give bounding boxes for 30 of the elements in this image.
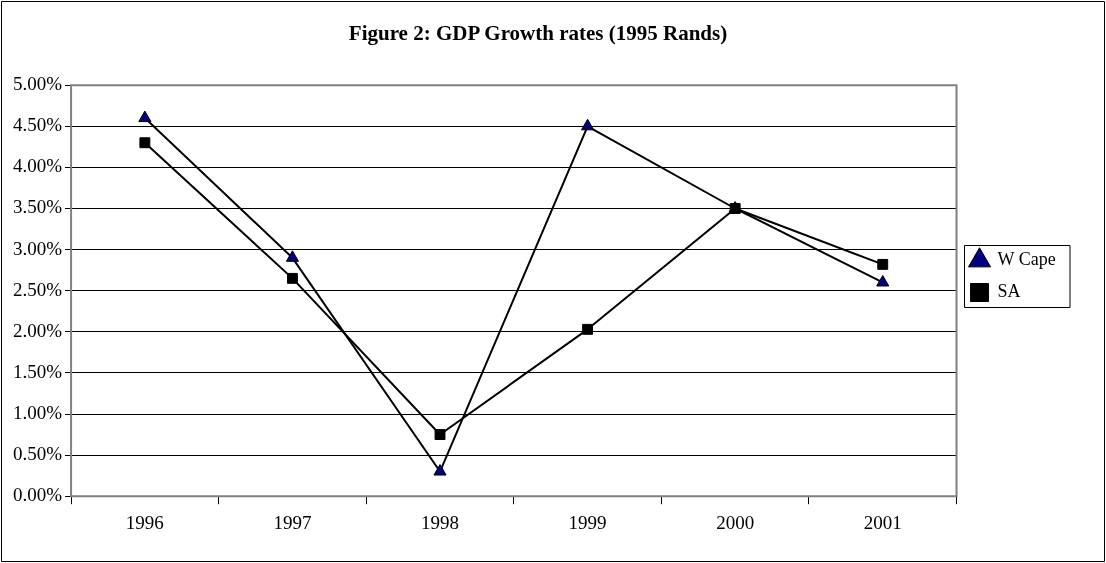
y-tick-label: 4.00% [13, 155, 63, 177]
legend-label: W Cape [997, 249, 1056, 270]
x-tick-label: 1998 [421, 511, 460, 533]
x-tick-label: 2001 [863, 511, 902, 533]
x-tick-label: 1999 [568, 511, 607, 533]
x-tick-label: 1997 [273, 511, 312, 533]
point [877, 258, 889, 270]
chart-title: Figure 2: GDP Growth rates (1995 Rands) [348, 21, 728, 46]
y-tick-label: 2.50% [13, 278, 63, 300]
y-tick-label: 1.00% [13, 401, 63, 423]
y-tick-label: 0.00% [13, 484, 63, 506]
legend-label: SA [997, 281, 1021, 302]
point [285, 250, 299, 262]
point [433, 464, 447, 476]
x-tick-label: 1996 [125, 511, 164, 533]
y-tick-label: 2.00% [13, 319, 63, 341]
point [139, 137, 151, 149]
y-tick-label: 3.00% [13, 237, 63, 259]
y-tick-label: 4.50% [13, 114, 63, 136]
y-tick-label: 3.50% [13, 196, 63, 218]
y-tick-label: 0.50% [13, 443, 63, 465]
y-tick-label: 1.50% [13, 360, 63, 382]
point [876, 274, 890, 287]
point [138, 110, 152, 123]
point [581, 118, 595, 131]
x-tick-label: 2000 [716, 511, 755, 533]
point [582, 323, 594, 335]
point [286, 272, 298, 284]
point [434, 429, 446, 440]
y-tick-label: 5.00% [13, 73, 63, 95]
